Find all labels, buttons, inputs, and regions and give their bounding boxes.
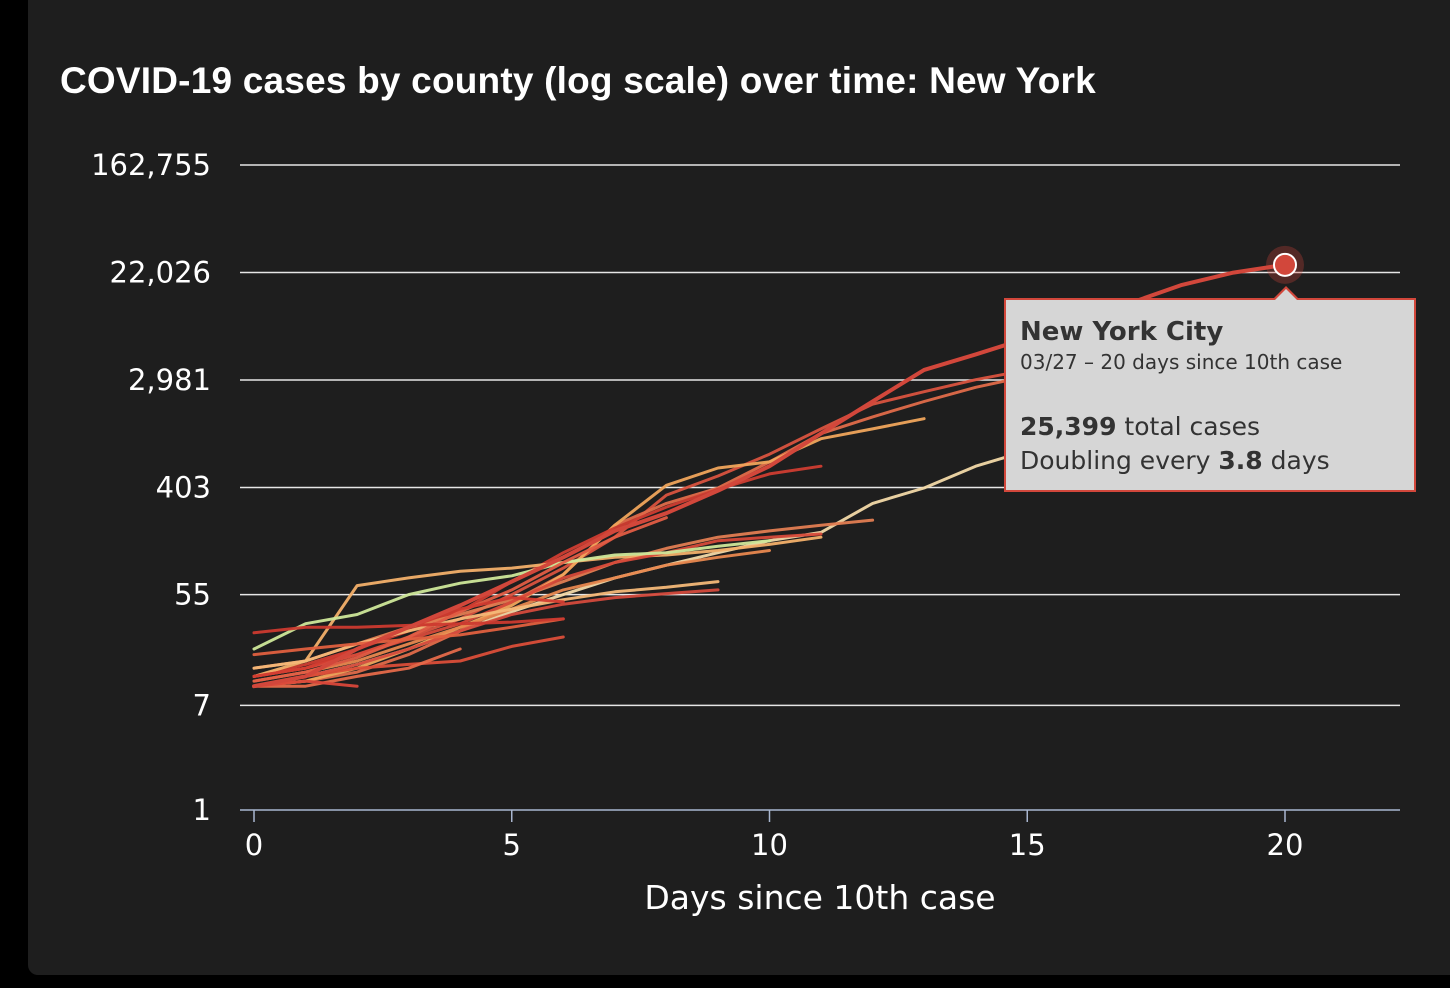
series-line[interactable] — [252, 539, 771, 651]
x-tick-label: 0 — [245, 828, 263, 862]
x-tick-label: 20 — [1267, 828, 1304, 862]
tooltip-county-name: New York City — [1020, 317, 1224, 347]
y-axis: 1 7 55 403 2,981 22,026 162,755 — [91, 148, 211, 827]
y-tick-label: 162,755 — [91, 148, 211, 182]
y-tick-label: 1 — [193, 793, 211, 827]
tooltip-cases-value: 25,399 — [1020, 412, 1117, 441]
hover-tooltip: New York City 03/27 – 20 days since 10th… — [1004, 286, 1416, 492]
x-tick-label: 15 — [1009, 828, 1046, 862]
series-line[interactable] — [252, 647, 462, 688]
tooltip-doubling-value: 3.8 — [1218, 446, 1263, 475]
y-tick-label: 7 — [193, 688, 211, 722]
tooltip-cases-label: total cases — [1116, 412, 1261, 441]
tooltip-doubling: Doubling every 3.8 days — [1020, 444, 1414, 478]
x-axis: 0 5 10 15 20 — [240, 809, 1400, 862]
tooltip-arrow — [1272, 286, 1300, 301]
x-tick-label: 5 — [503, 828, 521, 862]
y-tick-label: 2,981 — [128, 363, 211, 397]
series-line[interactable] — [252, 532, 823, 678]
y-tick-label: 22,026 — [110, 256, 211, 290]
y-tick-label: 403 — [156, 471, 211, 505]
marker-point[interactable] — [1273, 252, 1297, 277]
highlight-marker — [1266, 245, 1304, 284]
series-line[interactable] — [252, 580, 720, 670]
x-axis-label: Days since 10th case — [644, 878, 995, 917]
series-line[interactable] — [252, 355, 1132, 688]
tooltip-doubling-suffix: days — [1262, 446, 1330, 475]
y-tick-label: 55 — [174, 578, 211, 612]
tooltip-total-cases: 25,399 total cases — [1020, 410, 1414, 444]
series-line[interactable] — [252, 535, 823, 678]
x-tick-label: 10 — [751, 828, 788, 862]
tooltip-doubling-prefix: Doubling every — [1020, 446, 1219, 475]
tooltip-date-line: 03/27 – 20 days since 10th case — [1020, 350, 1343, 374]
chart-title: COVID-19 cases by county (log scale) ove… — [60, 60, 1096, 101]
series-line[interactable] — [252, 617, 565, 657]
